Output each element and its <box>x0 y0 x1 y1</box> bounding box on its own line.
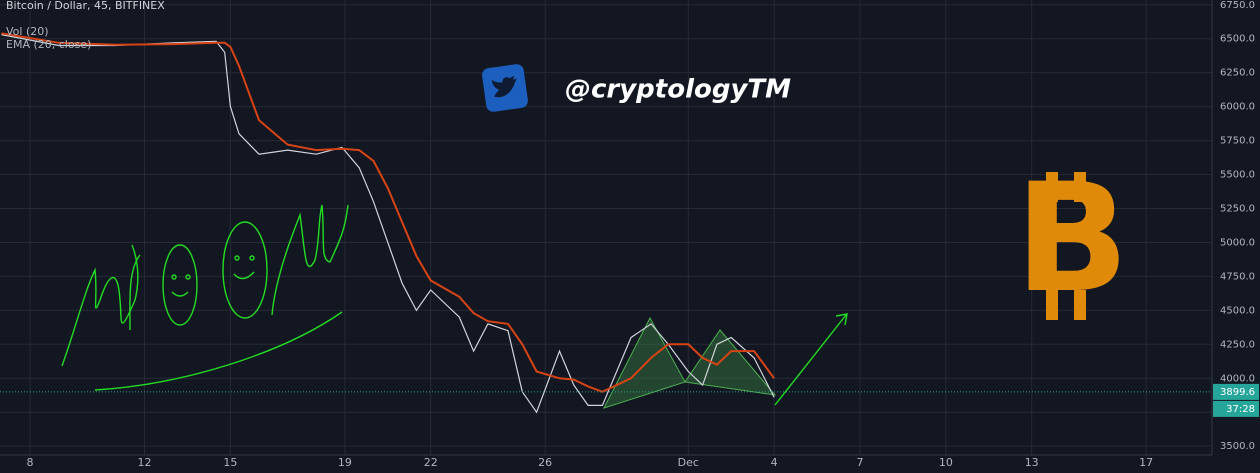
bitcoin-logo: B <box>1015 152 1129 326</box>
y-tick-label: 5500.0 <box>1220 170 1255 181</box>
y-tick-label: 4000.0 <box>1220 373 1255 384</box>
arrow <box>774 313 848 406</box>
series-group <box>1 32 775 414</box>
grid <box>0 0 1212 455</box>
x-tick-label: 13 <box>1025 456 1039 469</box>
watermark: @cryptologyTM <box>565 75 791 105</box>
x-tick-label: 4 <box>771 456 778 469</box>
x-tick-label: 17 <box>1139 456 1153 469</box>
chart-title: Bitcoin / Dollar, 45, BITFINEX <box>6 0 165 12</box>
x-tick-label: 15 <box>223 456 237 469</box>
y-tick-label: 5750.0 <box>1220 136 1255 147</box>
y-tick-label: 6250.0 <box>1220 68 1255 79</box>
y-tick-label: 4250.0 <box>1220 339 1255 350</box>
pattern-shape <box>684 329 777 396</box>
x-tick-label: 7 <box>856 456 863 469</box>
y-tick-label: 3500.0 <box>1220 441 1255 452</box>
hand-drawing <box>61 204 349 391</box>
y-tick-label: 5250.0 <box>1220 203 1255 214</box>
x-tick-label: 12 <box>138 456 152 469</box>
y-tick-label: 4750.0 <box>1220 271 1255 282</box>
x-tick-label: 22 <box>424 456 438 469</box>
y-tick-label: 6500.0 <box>1220 34 1255 45</box>
y-tick-label: 6750.0 <box>1220 0 1255 11</box>
pattern-shape <box>603 316 686 409</box>
price-tag: 3899.6 <box>1220 387 1255 398</box>
y-tick-label: 4500.0 <box>1220 305 1255 316</box>
price-tag-box <box>1213 383 1259 400</box>
y-tick-label: 5000.0 <box>1220 237 1255 248</box>
x-tick-label: 19 <box>338 456 352 469</box>
twitter-icon <box>482 64 528 112</box>
series-line <box>1 32 775 393</box>
x-tick-label: 8 <box>27 456 34 469</box>
countdown-box <box>1213 400 1259 417</box>
y-tick-label: 6000.0 <box>1220 102 1255 113</box>
indicator-label: Vol (20) <box>6 25 49 38</box>
x-tick-label: 26 <box>538 456 552 469</box>
logo-text: B <box>1015 152 1129 326</box>
legend-entry: EMA (20, close) <box>6 38 91 51</box>
countdown: 37:28 <box>1226 404 1255 415</box>
x-tick-label: Dec <box>678 456 699 469</box>
x-tick-label: 10 <box>939 456 953 469</box>
